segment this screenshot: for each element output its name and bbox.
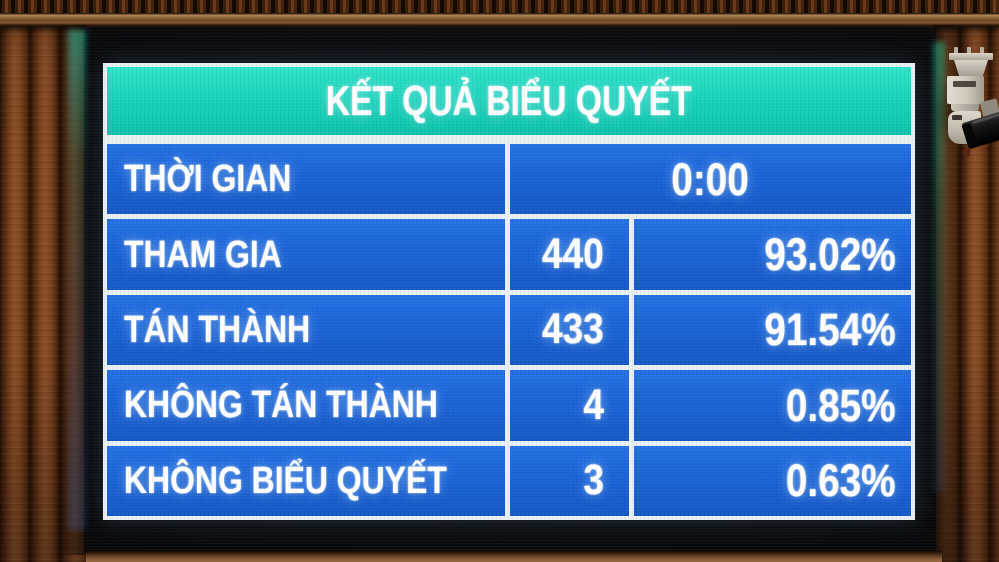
wood-stain-mark — [967, 148, 970, 156]
label-thoi-gian: THỜI GIAN — [124, 158, 292, 201]
count-tan-thanh: 433 — [542, 305, 604, 354]
percent-khong-bieu-quyet-cell: 0.63% — [634, 445, 911, 516]
count-khong-bieu-quyet: 3 — [583, 456, 604, 505]
count-khong-bieu-quyet-cell: 3 — [510, 445, 629, 516]
label-tham-gia: THAM GIA — [124, 233, 282, 276]
label-thoi-gian-cell: THỜI GIAN — [107, 144, 505, 215]
label-khong-tan-thanh: KHÔNG TÁN THÀNH — [124, 384, 438, 427]
camera-mount-plate — [949, 53, 993, 60]
percent-tan-thanh-cell: 91.54% — [634, 294, 911, 366]
percent-khong-tan-thanh: 0.85% — [786, 379, 896, 431]
value-time: 0:00 — [671, 153, 750, 205]
label-tham-gia-cell: THAM GIA — [107, 219, 505, 290]
board-title: KẾT QUẢ BIỂU QUYẾT — [326, 77, 692, 124]
percent-khong-bieu-quyet: 0.63% — [786, 455, 896, 507]
label-tan-thanh-cell: TÁN THÀNH — [107, 294, 505, 366]
count-khong-tan-thanh-cell: 4 — [510, 370, 629, 441]
percent-tan-thanh: 91.54% — [764, 304, 896, 356]
camera-pan-tilt-body — [947, 76, 984, 104]
led-display-screen: KẾT QUẢ BIỂU QUYẾT THỜI GIAN 0:00 THAM G… — [84, 27, 936, 553]
count-tan-thanh-cell: 433 — [510, 294, 629, 366]
label-khong-bieu-quyet-cell: KHÔNG BIỂU QUYẾT — [107, 445, 505, 516]
camera-mount-bracket — [954, 60, 988, 76]
screen-glow-left — [68, 30, 86, 530]
count-tham-gia: 440 — [542, 230, 604, 279]
label-tan-thanh: TÁN THÀNH — [124, 308, 311, 351]
camera-screw — [967, 47, 971, 54]
label-khong-tan-thanh-cell: KHÔNG TÁN THÀNH — [107, 370, 505, 441]
count-tham-gia-cell: 440 — [510, 219, 629, 290]
left-wall-shadow — [52, 25, 86, 555]
count-khong-tan-thanh: 4 — [583, 380, 604, 429]
security-camera — [932, 42, 999, 167]
label-khong-bieu-quyet: KHÔNG BIỂU QUYẾT — [124, 459, 447, 502]
top-wood-rail — [0, 13, 999, 27]
camera-neck — [951, 104, 979, 111]
percent-khong-tan-thanh-cell: 0.85% — [634, 370, 911, 441]
voting-results-board: KẾT QUẢ BIỂU QUYẾT THỜI GIAN 0:00 THAM G… — [103, 63, 915, 520]
screen-glow-right — [933, 42, 945, 492]
bottom-wood-sill — [86, 551, 942, 562]
camera-screw — [954, 47, 958, 54]
percent-tham-gia-cell: 93.02% — [634, 219, 911, 290]
percent-tham-gia: 93.02% — [764, 229, 896, 281]
value-time-cell: 0:00 — [510, 144, 911, 215]
board-title-cell: KẾT QUẢ BIỂU QUYẾT — [107, 67, 911, 139]
camera-label-chip — [952, 115, 962, 120]
camera-screw — [980, 47, 984, 54]
top-wood-molding — [0, 0, 999, 13]
